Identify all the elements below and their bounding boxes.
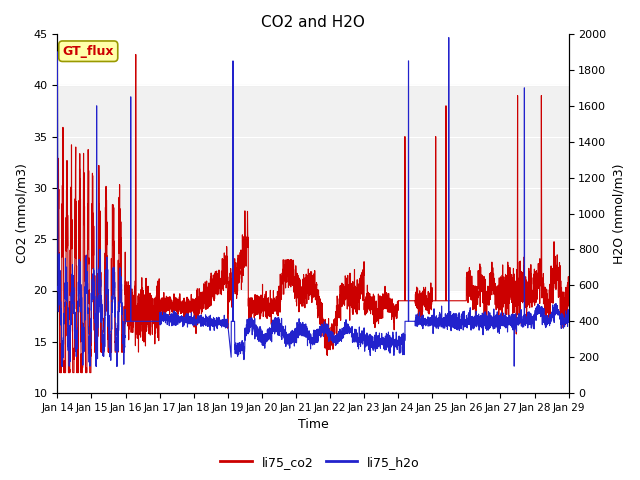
Text: GT_flux: GT_flux	[63, 45, 114, 58]
Title: CO2 and H2O: CO2 and H2O	[261, 15, 365, 30]
Bar	[58, 85, 568, 290]
X-axis label: Time: Time	[298, 419, 328, 432]
Y-axis label: H2O (mmol/m3): H2O (mmol/m3)	[612, 163, 625, 264]
Legend: li75_co2, li75_h2o: li75_co2, li75_h2o	[215, 451, 425, 474]
Y-axis label: CO2 (mmol/m3): CO2 (mmol/m3)	[15, 164, 28, 264]
